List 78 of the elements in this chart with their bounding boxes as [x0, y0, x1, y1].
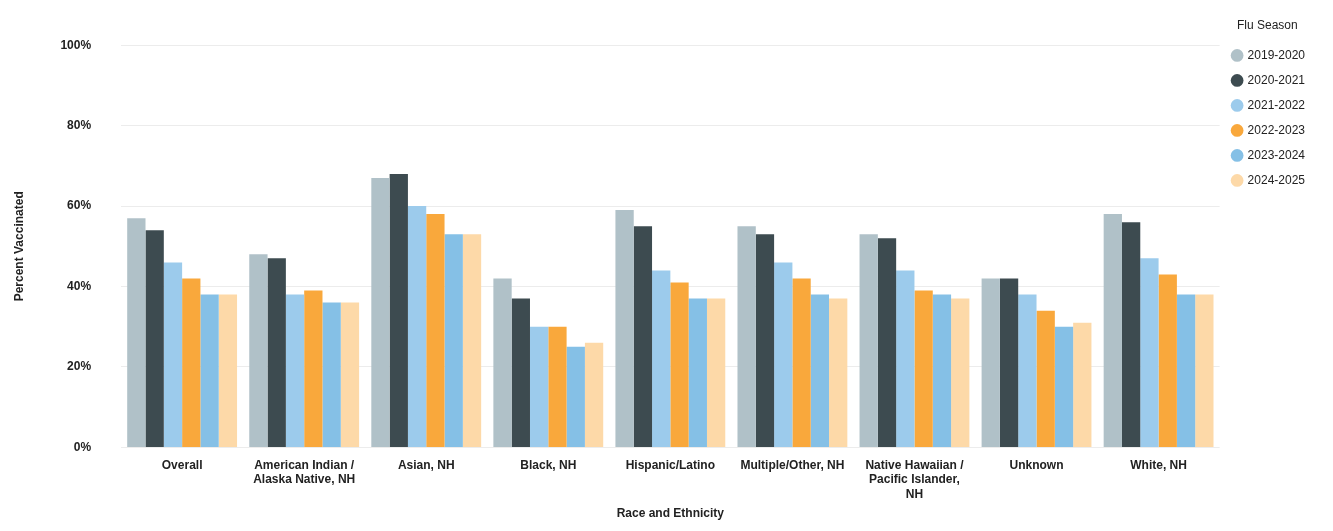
- bar: [981, 278, 1000, 447]
- bar: [145, 230, 164, 447]
- bar: [877, 238, 897, 447]
- x-tick-label: Asian, NH: [397, 457, 455, 472]
- bar: [706, 298, 726, 447]
- bar: [371, 177, 390, 447]
- x-axis-title: Race and Ethnicity: [616, 506, 725, 521]
- legend-title: Flu Season: [1236, 18, 1298, 33]
- x-tick-label: American Indian / Alaska Native, NH: [253, 457, 356, 487]
- bar: [615, 210, 634, 447]
- x-tick-label: Native Hawaiian / Pacific Islander, NH: [865, 457, 965, 501]
- bar: [462, 234, 482, 447]
- bar: [859, 234, 878, 447]
- bar: [688, 298, 707, 447]
- bar: [755, 234, 775, 447]
- y-tick-label: 40%: [67, 278, 92, 293]
- legend-label: 2019-2020: [1247, 47, 1306, 62]
- y-tick-label: 80%: [67, 117, 92, 132]
- x-tick-label: White, NH: [1130, 457, 1187, 472]
- bar: [218, 294, 238, 447]
- bar: [1054, 326, 1074, 447]
- legend-label: 2022-2023: [1247, 122, 1306, 137]
- y-tick-label: 0%: [73, 439, 92, 454]
- bar: [999, 278, 1019, 447]
- bar: [322, 302, 341, 447]
- bar: [511, 298, 530, 447]
- bar: [407, 206, 427, 447]
- x-tick-label: Overall: [161, 457, 203, 472]
- bar: [182, 278, 201, 447]
- bar: [426, 214, 445, 447]
- x-tick-label: Black, NH: [520, 457, 577, 472]
- bar: [389, 173, 408, 447]
- bar: [1176, 294, 1196, 447]
- bar: [670, 282, 689, 447]
- bar: [896, 270, 915, 447]
- x-tick-label: Unknown: [1009, 457, 1064, 472]
- bar: [810, 294, 830, 447]
- y-axis-title: Percent Vaccinated: [11, 191, 26, 302]
- bar: [633, 226, 653, 447]
- bar: [1018, 294, 1037, 447]
- bar: [493, 278, 512, 447]
- legend-label: 2024-2025: [1247, 172, 1306, 187]
- bar: [200, 294, 219, 447]
- bar: [914, 290, 933, 447]
- bar: [529, 326, 549, 447]
- bar: [652, 270, 671, 447]
- bar: [127, 218, 146, 447]
- bar: [1140, 258, 1159, 447]
- y-tick-label: 60%: [67, 198, 92, 213]
- bar: [951, 298, 970, 447]
- bar: [444, 234, 463, 447]
- bar: [584, 342, 604, 447]
- bar: [932, 294, 952, 447]
- bar: [566, 346, 585, 447]
- x-tick-label: Multiple/Other, NH: [740, 457, 845, 472]
- bar: [1073, 322, 1092, 447]
- bar: [1158, 274, 1177, 447]
- bar: [340, 302, 360, 447]
- bar: [1103, 214, 1122, 447]
- y-tick-label: 20%: [67, 359, 92, 374]
- bar: [1195, 294, 1214, 447]
- bar: [163, 262, 183, 447]
- bar: [285, 294, 305, 447]
- legend-label: 2020-2021: [1247, 72, 1306, 87]
- bar: [304, 290, 323, 447]
- bar: [737, 226, 756, 447]
- bar: [267, 258, 286, 447]
- bar: [548, 326, 567, 447]
- bar: [1121, 222, 1141, 447]
- legend-label: 2021-2022: [1247, 97, 1306, 112]
- bar: [1036, 310, 1055, 447]
- legend-label: 2023-2024: [1247, 147, 1306, 162]
- y-tick-label: 100%: [60, 37, 92, 52]
- x-tick-label: Hispanic/Latino: [625, 457, 716, 472]
- bar: [249, 254, 268, 447]
- bar: [829, 298, 848, 447]
- bar: [774, 262, 793, 447]
- bar: [792, 278, 811, 447]
